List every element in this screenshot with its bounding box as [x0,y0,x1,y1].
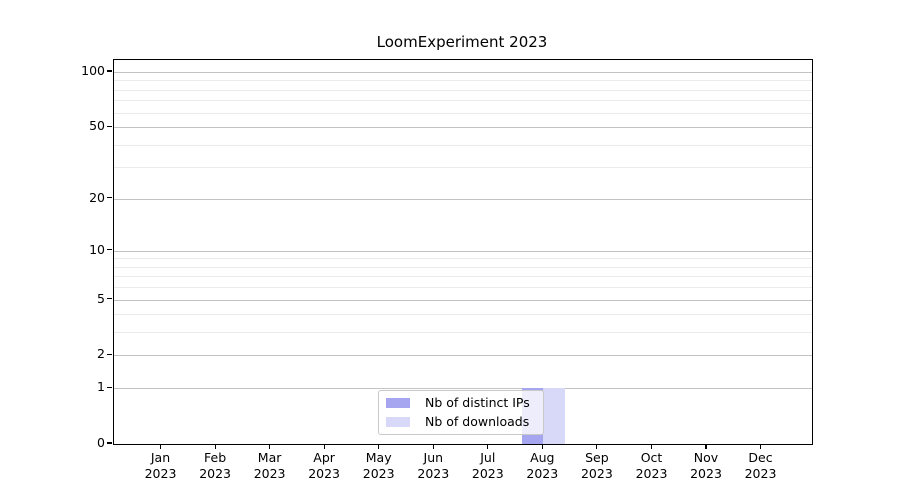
legend-item-downloads: Nb of downloads [386,415,543,429]
legend-label-downloads: Nb of downloads [425,414,530,429]
y-tick-label: 100 [81,63,105,78]
x-tick-label: Apr 2023 [294,450,354,481]
y-tick-mark [107,249,112,251]
x-tick-month: May [365,450,392,465]
gridline-minor [114,276,812,278]
x-tick-label: Jul 2023 [458,450,518,481]
x-tick-year: 2023 [362,465,395,481]
x-tick-mark [432,444,434,449]
x-tick-label: Jan 2023 [131,450,191,481]
y-tick-mark [107,70,112,72]
x-tick-label: May 2023 [349,450,409,481]
y-tick-label: 20 [89,189,105,205]
x-tick-month: Nov [693,450,719,465]
gridline-major [114,72,812,73]
x-tick-label: Jun 2023 [403,450,463,481]
x-tick-mark [159,444,162,449]
x-tick-year: 2023 [690,465,722,481]
legend-swatch-downloads [386,417,410,427]
gridline-minor [114,112,812,114]
x-tick-year: 2023 [471,465,504,481]
x-tick-month: Jan [150,450,171,465]
y-tick-label: 50 [89,118,105,134]
x-tick-mark [323,444,325,449]
x-tick-mark [705,444,707,449]
x-tick-label: Sep 2023 [567,450,627,481]
legend-item-distinct-ips: Nb of distinct IPs [386,396,543,410]
x-tick-month: Apr [313,450,335,465]
legend-label-distinct-ips: Nb of distinct IPs [425,395,530,410]
y-tick-label: 2 [97,346,105,362]
gridline-major [114,299,812,301]
gridline-minor [114,167,812,169]
x-tick-mark [596,444,598,449]
x-tick-month: Jun [423,450,444,465]
x-tick-year: 2023 [744,465,777,481]
x-tick-month: Jul [480,450,496,465]
gridline-major [114,355,812,357]
x-tick-label: Oct 2023 [622,450,682,481]
x-tick-year: 2023 [417,465,450,481]
y-tick-label: 0 [97,435,105,450]
y-tick-label: 10 [89,241,105,257]
gridline-major [114,250,812,252]
gridline-minor [114,258,812,260]
gridline-minor [114,80,812,82]
x-tick-label: Mar 2023 [240,450,300,481]
x-tick-label: Dec 2023 [731,450,791,481]
x-tick-month: Oct [640,450,663,465]
gridline-minor [114,89,812,91]
x-tick-label: Feb 2023 [185,450,245,481]
gridline-minor [114,287,812,289]
x-tick-year: 2023 [580,465,613,481]
y-tick-mark [107,298,112,300]
x-tick-mark [378,444,380,449]
x-tick-year: 2023 [253,465,286,481]
gridline-major [114,127,812,129]
x-tick-year: 2023 [635,465,668,481]
y-tick-mark [107,442,112,444]
x-tick-month: Mar [257,450,282,465]
legend: Nb of distinct IPs Nb of downloads [378,390,544,435]
gridline-minor [114,314,812,316]
x-tick-mark [650,444,653,449]
y-tick-mark [107,197,112,199]
gridline-minor [114,100,812,102]
y-tick-mark [107,125,112,127]
gridline-minor [114,332,812,334]
plot-area [113,59,813,445]
x-tick-mark [269,444,271,449]
bar-downloads-aug [543,388,566,444]
x-tick-year: 2023 [308,465,340,481]
x-tick-mark [214,444,216,449]
x-tick-month: Sep [585,450,609,465]
x-tick-label: Nov 2023 [676,450,736,481]
x-tick-year: 2023 [144,465,177,481]
x-tick-mark [541,444,543,449]
gridline-minor [114,266,812,268]
y-tick-mark [107,386,112,388]
gridline-minor [114,144,812,146]
legend-swatch-distinct-ips [386,398,410,408]
gridline-major [114,198,812,200]
x-tick-year: 2023 [526,465,559,481]
y-tick-label: 5 [97,290,105,306]
x-tick-mark [759,444,762,449]
x-tick-mark [487,444,489,449]
chart-title: LoomExperiment 2023 [376,33,548,51]
x-tick-year: 2023 [199,465,231,481]
y-tick-mark [107,353,112,355]
x-tick-month: Feb [204,450,227,465]
x-tick-label: Aug 2023 [512,450,572,481]
x-tick-month: Dec [748,450,773,465]
x-tick-month: Aug [530,450,555,465]
gridline-major [114,388,812,390]
y-tick-label: 1 [97,379,105,395]
